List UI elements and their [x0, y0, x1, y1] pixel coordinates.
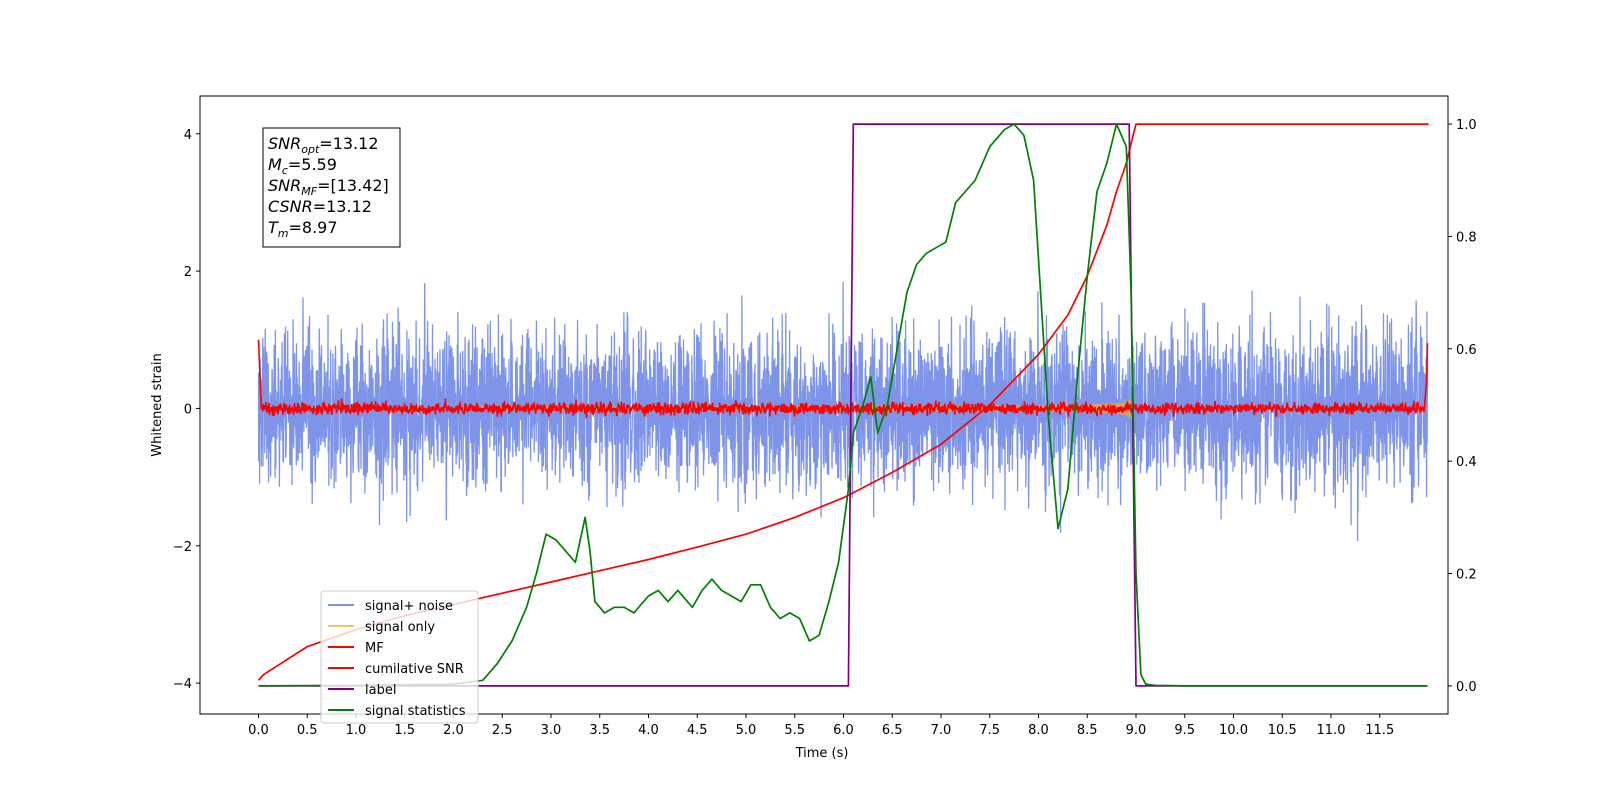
y-axis-left: −4 −2 0 2 4 — [173, 128, 200, 692]
y-right-tick-label: 0.8 — [1456, 230, 1477, 245]
series-signal-noise-line — [257, 281, 1429, 542]
y-right-tick-label: 0.4 — [1456, 455, 1477, 470]
x-tick-label: 2.5 — [492, 723, 513, 738]
x-tick-label: 5.5 — [784, 723, 805, 738]
x-tick-label: 4.0 — [638, 723, 659, 738]
legend-frame — [320, 590, 479, 724]
plot-frame — [199, 95, 1449, 715]
legend-entry: MF — [365, 641, 384, 656]
y-axis-right: 0.0 0.2 0.4 0.6 0.8 1.0 — [1448, 118, 1477, 695]
y-right-tick-label: 0.0 — [1456, 680, 1477, 695]
legend-entry: label — [365, 683, 396, 698]
legend-entry: cumilative SNR — [365, 662, 464, 677]
series-signal-statistics-line — [258, 123, 1428, 687]
y-left-tick-label: 4 — [184, 128, 192, 143]
x-tick-label: 0.0 — [248, 723, 269, 738]
x-tick-label: 11.0 — [1317, 723, 1346, 738]
x-tick-label: 5.0 — [736, 723, 757, 738]
legend-entry: signal only — [365, 620, 435, 635]
annotation-line: SNRopt=13.12 — [268, 134, 379, 156]
annotation-box: SNRopt=13.12Mc=5.59SNRMF=[13.42]CSNR=13.… — [262, 127, 401, 248]
x-tick-label: 1.0 — [346, 723, 367, 738]
x-tick-label: 9.5 — [1174, 723, 1195, 738]
x-tick-label: 0.5 — [297, 723, 318, 738]
series-mf-line — [257, 339, 1429, 418]
x-tick-label: 6.0 — [833, 723, 854, 738]
y-left-tick-label: 2 — [184, 265, 192, 280]
annotation-line: CSNR=13.12 — [268, 197, 372, 216]
legend-entry: signal+ noise — [365, 599, 453, 614]
x-tick-label: 11.5 — [1365, 723, 1394, 738]
x-axis-label: Time (s) — [795, 746, 849, 761]
x-tick-label: 6.5 — [882, 723, 903, 738]
x-tick-label: 10.0 — [1219, 723, 1248, 738]
y-right-tick-label: 0.6 — [1456, 343, 1477, 358]
x-tick-label: 10.5 — [1268, 723, 1297, 738]
x-tick-label: 8.5 — [1077, 723, 1098, 738]
y-right-tick-label: 1.0 — [1456, 118, 1477, 133]
y-axis-label: Whitened strain — [150, 353, 165, 456]
y-left-tick-label: −2 — [173, 540, 192, 555]
x-tick-label: 4.5 — [687, 723, 708, 738]
x-axis: 0.0 0.5 1.0 1.5 2.0 2.5 3.0 3.5 4.0 4.5 5.0 5.5 6.0 6… — [248, 714, 1394, 738]
y-left-tick-label: 0 — [184, 402, 192, 417]
annotation-frame — [262, 127, 401, 248]
x-tick-label: 7.5 — [979, 723, 1000, 738]
x-tick-label: 3.0 — [541, 723, 562, 738]
legend-entry: signal statistics — [365, 704, 466, 719]
y-right-tick-label: 0.2 — [1456, 568, 1477, 583]
x-tick-label: 9.0 — [1126, 723, 1147, 738]
x-tick-label: 3.5 — [589, 723, 610, 738]
x-tick-label: 7.0 — [931, 723, 952, 738]
x-tick-label: 8.0 — [1028, 723, 1049, 738]
annotation-line: Mc=5.59 — [268, 155, 337, 177]
x-tick-label: 1.5 — [394, 723, 415, 738]
annotation-line: Tm=8.97 — [268, 218, 338, 240]
annotation-line: SNRMF=[13.42] — [268, 176, 389, 198]
x-tick-label: 2.0 — [443, 723, 464, 738]
y-left-tick-label: −4 — [173, 677, 192, 692]
legend: signal+ noise signal only MF cumilative SNR… — [320, 590, 479, 724]
